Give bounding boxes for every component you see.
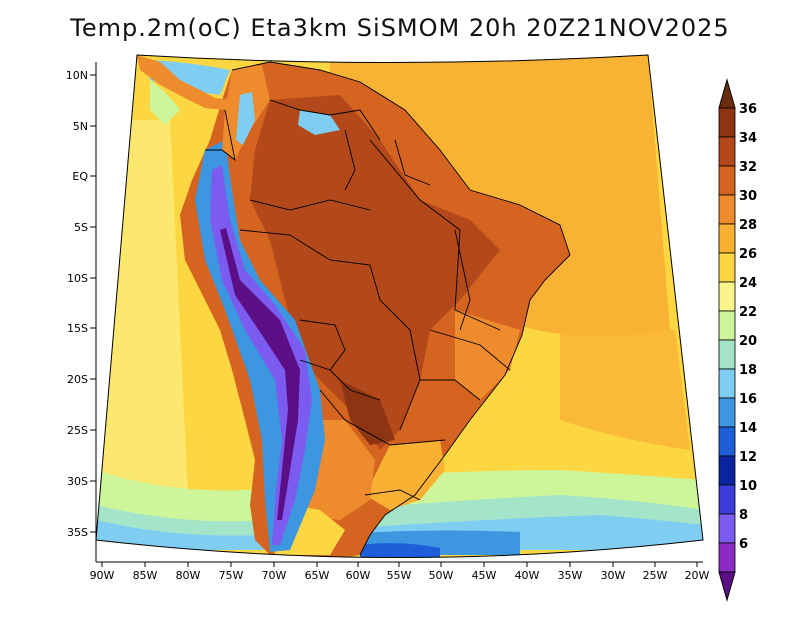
colorbar-cell bbox=[718, 107, 736, 138]
andes-purple-core bbox=[220, 228, 300, 520]
lon-label: 75W bbox=[219, 569, 244, 582]
lon-label: 50W bbox=[429, 569, 454, 582]
lon-label: 80W bbox=[176, 569, 201, 582]
colorbar-labels: 36 34 32 30 28 26 24 22 20 18 16 14 12 10 8 6 bbox=[739, 102, 757, 552]
caribbean-cool bbox=[150, 60, 230, 95]
interior-very-hot bbox=[250, 95, 500, 450]
colorbar-cell bbox=[718, 513, 736, 544]
colorbar-cell bbox=[718, 426, 736, 457]
interior-hottest bbox=[340, 380, 395, 445]
lon-label: 60W bbox=[346, 569, 371, 582]
lat-label: EQ bbox=[72, 170, 88, 183]
colorbar-cell bbox=[718, 136, 736, 167]
colorbar-cell bbox=[718, 194, 736, 225]
lat-label: 25S bbox=[67, 424, 88, 437]
pacific-north-cool bbox=[150, 80, 180, 125]
colorbar-label: 32 bbox=[739, 160, 757, 175]
guiana-highlands-cool bbox=[298, 110, 340, 135]
lon-label: 30W bbox=[601, 569, 626, 582]
colorbar-cell bbox=[718, 397, 736, 428]
lon-label: 20W bbox=[685, 569, 710, 582]
colorbar-segments bbox=[718, 78, 736, 602]
lon-label: 65W bbox=[305, 569, 330, 582]
lon-label: 70W bbox=[262, 569, 287, 582]
central-america-land bbox=[137, 55, 232, 110]
lon-axis: 90W 85W 80W 75W 70W 65W 60W 55W 50W 45W … bbox=[90, 562, 710, 582]
colorbar-label: 10 bbox=[739, 479, 757, 494]
colorbar-cell bbox=[718, 542, 736, 573]
colorbar-label: 6 bbox=[739, 537, 748, 552]
colorbar-cell bbox=[718, 310, 736, 341]
map-title: Temp.2m(oC) Eta3km SiSMOM 20h 20Z21NOV20… bbox=[70, 14, 730, 42]
colorbar-cell bbox=[718, 252, 736, 283]
colorbar-cell bbox=[718, 339, 736, 370]
colorbar-label: 16 bbox=[739, 392, 757, 407]
colorbar-label: 28 bbox=[739, 218, 757, 233]
colorbar: 36 34 32 30 28 26 24 22 20 18 16 14 12 10 8 6 bbox=[718, 78, 757, 602]
south-band-14 bbox=[360, 543, 440, 558]
lat-label: 15S bbox=[67, 322, 88, 335]
colorbar-label: 20 bbox=[739, 334, 757, 349]
colorbar-label: 36 bbox=[739, 102, 757, 117]
lon-label: 85W bbox=[133, 569, 158, 582]
colorbar-label: 8 bbox=[739, 508, 748, 523]
north-andes-blue bbox=[236, 92, 255, 145]
lon-label: 35W bbox=[558, 569, 583, 582]
colorbar-label: 22 bbox=[739, 305, 757, 320]
lon-label: 90W bbox=[90, 569, 115, 582]
lat-label: 35S bbox=[67, 526, 88, 539]
colorbar-label: 26 bbox=[739, 247, 757, 262]
lat-label: 5S bbox=[74, 221, 88, 234]
lat-label: 5N bbox=[73, 120, 88, 133]
colorbar-label: 18 bbox=[739, 363, 757, 378]
east-brazil-warm bbox=[455, 310, 520, 400]
lat-label: 30S bbox=[67, 475, 88, 488]
lon-label: 25W bbox=[643, 569, 668, 582]
lat-axis: 10N 5N EQ 5S 10S 15S 20S 25S 30S 35S bbox=[66, 69, 96, 539]
colorbar-label: 14 bbox=[739, 421, 757, 436]
map-field bbox=[96, 55, 703, 558]
colorbar-cell bbox=[718, 281, 736, 312]
country-borders bbox=[205, 61, 571, 556]
map-frame bbox=[95, 54, 704, 558]
ocean-warm-south bbox=[560, 330, 690, 450]
colorbar-cell bbox=[718, 165, 736, 196]
lat-label: 10N bbox=[66, 69, 88, 82]
lat-label: 10S bbox=[67, 272, 88, 285]
colorbar-cell bbox=[718, 455, 736, 486]
lat-label: 20S bbox=[67, 373, 88, 386]
colorbar-top-triangle bbox=[718, 78, 736, 109]
colorbar-cell bbox=[718, 368, 736, 399]
lon-label: 40W bbox=[515, 569, 540, 582]
colorbar-bottom-triangle bbox=[718, 571, 736, 602]
colorbar-label: 12 bbox=[739, 450, 757, 465]
colorbar-label: 34 bbox=[739, 131, 757, 146]
colorbar-label: 24 bbox=[739, 276, 757, 291]
lon-label: 55W bbox=[387, 569, 412, 582]
colorbar-label: 30 bbox=[739, 189, 757, 204]
colorbar-cell bbox=[718, 484, 736, 515]
colorbar-cell bbox=[718, 223, 736, 254]
lon-label: 45W bbox=[472, 569, 497, 582]
